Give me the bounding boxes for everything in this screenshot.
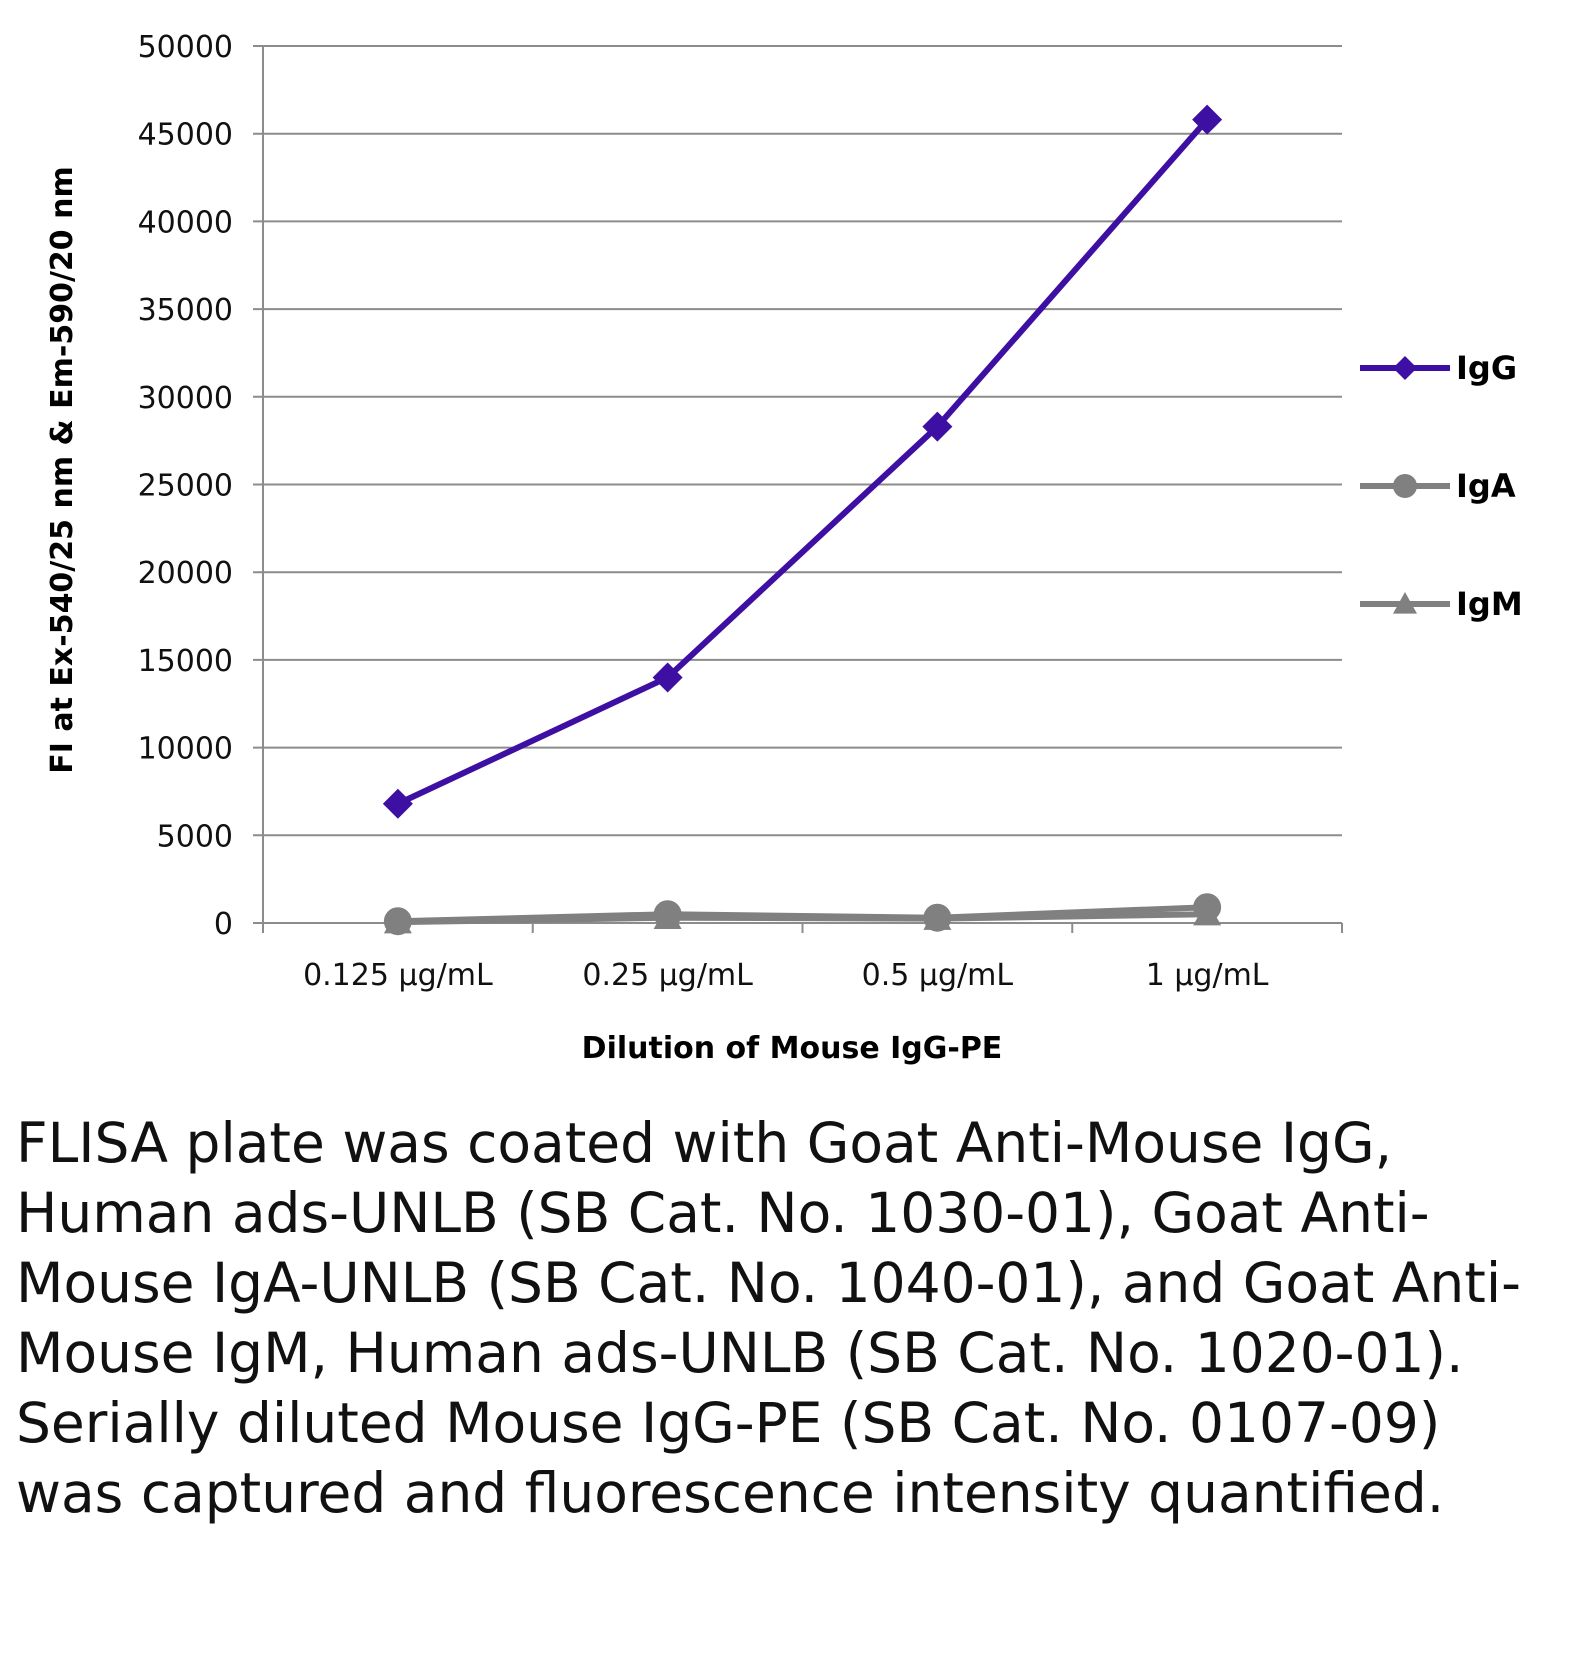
data-point-iga xyxy=(383,907,412,936)
x-tick-label: 0.125 µg/mL xyxy=(303,958,493,993)
x-tick-labels: 0.125 µg/mL 0.25 µg/mL 0.5 µg/mL 1 µg/mL xyxy=(303,958,1269,993)
axes xyxy=(253,46,1343,933)
y-tick-label: 5000 xyxy=(157,819,233,854)
legend-label: IgM xyxy=(1456,585,1523,623)
legend-label: IgA xyxy=(1456,467,1516,505)
legend: IgG IgA IgM xyxy=(1360,349,1523,623)
data-point-igg xyxy=(382,788,413,819)
y-tick-label: 10000 xyxy=(138,732,233,767)
y-tick-label: 45000 xyxy=(138,118,233,153)
y-tick-label: 50000 xyxy=(138,30,233,65)
y-tick-label: 0 xyxy=(214,907,233,942)
line-chart: 0 5000 10000 15000 20000 25000 30000 35000 40000… xyxy=(45,30,1523,1066)
legend-item-igg: IgG xyxy=(1360,349,1517,387)
data-point-iga xyxy=(1193,893,1222,922)
series xyxy=(382,104,1223,936)
y-tick-label: 30000 xyxy=(138,381,233,416)
series-line-iga xyxy=(397,904,1208,925)
y-tick-label: 25000 xyxy=(138,469,233,504)
x-tick-label: 1 µg/mL xyxy=(1146,958,1269,993)
legend-item-igm: IgM xyxy=(1360,585,1523,623)
legend-label: IgG xyxy=(1456,349,1517,387)
x-tick-label: 0.25 µg/mL xyxy=(582,958,753,993)
data-point-iga xyxy=(653,900,682,929)
figure-caption: FLISA plate was coated with Goat Anti-Mo… xyxy=(16,1111,1521,1525)
y-tick-label: 40000 xyxy=(138,205,233,240)
legend-marker-triangle xyxy=(1393,592,1417,614)
legend-marker-diamond xyxy=(1393,356,1417,380)
series-line-igg xyxy=(396,117,1210,807)
data-point-igg xyxy=(652,662,683,693)
legend-item-iga: IgA xyxy=(1360,467,1516,505)
y-tick-label: 35000 xyxy=(138,293,233,328)
y-tick-labels: 0 5000 10000 15000 20000 25000 30000 35000 40000… xyxy=(138,30,233,942)
legend-marker-circle xyxy=(1393,474,1417,498)
y-axis-title: FI at Ex-540/25 nm & Em-590/20 nm xyxy=(45,166,80,773)
data-point-igg xyxy=(1192,104,1223,135)
y-tick-label: 20000 xyxy=(138,556,233,591)
data-point-iga xyxy=(923,903,952,932)
series-igg xyxy=(382,104,1223,819)
y-tick-label: 15000 xyxy=(138,644,233,679)
gridlines xyxy=(253,45,1342,837)
series-iga xyxy=(383,893,1222,936)
x-tick-label: 0.5 µg/mL xyxy=(862,958,1014,993)
x-axis-title: Dilution of Mouse IgG-PE xyxy=(582,1031,1003,1066)
data-point-igg xyxy=(922,411,953,442)
